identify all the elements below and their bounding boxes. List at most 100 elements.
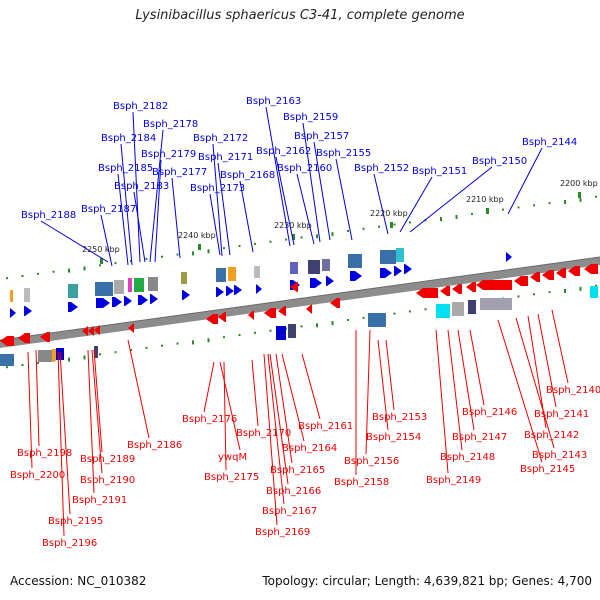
gene-leader-line bbox=[281, 353, 305, 442]
gene-label: Bsph_2175 bbox=[204, 472, 259, 483]
gene-label: Bsph_2159 bbox=[283, 112, 338, 123]
gene-label: Bsph_2190 bbox=[80, 475, 135, 486]
scale-dot bbox=[471, 212, 473, 215]
tick-label: 2210 kbp bbox=[466, 195, 504, 204]
feature-box bbox=[38, 350, 52, 362]
feature-box bbox=[368, 313, 386, 327]
gene-label: Bsph_2141 bbox=[534, 409, 589, 420]
scale-dot bbox=[176, 253, 179, 256]
tick-label: 2240 kbp bbox=[178, 231, 216, 240]
gene-leader-line bbox=[209, 193, 221, 256]
gene-label: Bsph_2152 bbox=[354, 163, 409, 174]
gene-label: Bsph_2160 bbox=[277, 163, 332, 174]
gene-leader-line bbox=[133, 191, 146, 263]
gene-leader-line bbox=[219, 361, 241, 451]
gene-leader-line bbox=[527, 315, 547, 429]
gene-label: Bsph_2157 bbox=[294, 131, 349, 142]
gene-leader-line bbox=[267, 353, 285, 505]
scale-dot bbox=[409, 310, 411, 313]
feature-box bbox=[24, 288, 30, 302]
scale-dot bbox=[347, 318, 349, 321]
gene-leader-line bbox=[132, 111, 141, 263]
gene-label: Bsph_2172 bbox=[193, 133, 248, 144]
gene-leader-line bbox=[409, 166, 493, 233]
gene-leader-line bbox=[212, 143, 223, 257]
scale-dot bbox=[6, 366, 8, 369]
reverse-gene-arrow bbox=[218, 312, 226, 322]
forward-gene-arrow bbox=[124, 296, 132, 306]
tick-mark bbox=[578, 192, 581, 198]
gene-leader-line bbox=[447, 329, 463, 451]
reverse-gene-arrow bbox=[514, 276, 528, 286]
reverse-gene-arrow bbox=[290, 282, 298, 292]
feature-box bbox=[276, 326, 286, 340]
gene-leader-line bbox=[537, 313, 557, 408]
reverse-gene-arrow bbox=[18, 333, 30, 343]
gene-leader-line bbox=[497, 319, 543, 463]
reverse-gene-labels: Bsph_2198 Bsph_2200 Bsph_2189 Bsph_2190 Bsph… bbox=[10, 309, 600, 549]
gene-label: Bsph_2179 bbox=[141, 149, 196, 160]
gene-label: Bsph_2153 bbox=[372, 412, 427, 423]
forward-gene-arrow bbox=[256, 284, 262, 294]
scale-dot bbox=[161, 344, 163, 347]
scale-dot bbox=[254, 242, 256, 245]
gene-leader-line bbox=[91, 349, 103, 474]
scale-dot bbox=[37, 361, 39, 364]
forward-gene-arrow bbox=[350, 271, 362, 281]
scale-dot bbox=[347, 229, 349, 232]
forward-gene-arrow bbox=[182, 290, 190, 300]
gene-leader-line bbox=[117, 173, 129, 266]
feature-box bbox=[308, 260, 320, 274]
gene-leader-line bbox=[313, 141, 331, 241]
feature-box bbox=[228, 267, 236, 281]
scale-dot bbox=[564, 288, 566, 293]
scale-dot bbox=[424, 308, 427, 311]
scale-dot bbox=[21, 364, 24, 367]
gene-label: Bsph_2185 bbox=[98, 163, 153, 174]
reverse-gene-arrow bbox=[568, 266, 580, 276]
gene-leader-line bbox=[296, 173, 315, 245]
gene-leader-line bbox=[239, 180, 254, 253]
scale-dot bbox=[331, 232, 334, 237]
scale-dot bbox=[579, 286, 582, 291]
gene-label: Bsph_2196 bbox=[42, 538, 97, 549]
gene-leader-line bbox=[57, 351, 65, 537]
feature-box bbox=[468, 300, 476, 314]
gene-label: Bsph_2150 bbox=[472, 156, 527, 167]
feature-box bbox=[396, 248, 404, 262]
gene-leader-line bbox=[223, 361, 227, 471]
feature-box bbox=[452, 302, 464, 316]
gene-label: Bsph_2177 bbox=[152, 167, 207, 178]
forward-gene-arrow bbox=[506, 252, 512, 262]
feature-box bbox=[181, 272, 187, 284]
scale-dot bbox=[440, 217, 442, 222]
feature-box bbox=[94, 346, 98, 358]
reverse-gene-arrow bbox=[530, 272, 540, 282]
gene-leader-line bbox=[551, 309, 569, 384]
feature-box bbox=[216, 268, 226, 282]
forward-gene-arrow bbox=[310, 278, 322, 288]
reverse-gene-arrow bbox=[128, 323, 134, 333]
feature-box bbox=[52, 349, 56, 361]
gene-leader-line bbox=[275, 353, 293, 464]
gene-leader-line bbox=[507, 147, 543, 215]
gene-label: Bsph_2171 bbox=[198, 152, 253, 163]
gene-label: Bsph_2189 bbox=[80, 454, 135, 465]
genome-title: Lysinibacillus sphaericus C3-41, complet… bbox=[135, 8, 465, 23]
scale-dot bbox=[207, 249, 210, 254]
reverse-gene-arrow bbox=[94, 325, 100, 335]
scale-dot bbox=[238, 245, 241, 248]
feature-box bbox=[68, 284, 78, 298]
scale-dot bbox=[161, 255, 163, 258]
gene-label: Bsph_2188 bbox=[21, 210, 76, 221]
reverse-gene-arrow bbox=[40, 332, 50, 342]
tick-label: 2220 kbp bbox=[370, 209, 408, 218]
gene-leader-line bbox=[275, 156, 295, 246]
scale-dot bbox=[564, 199, 566, 204]
gene-leader-line bbox=[251, 359, 259, 427]
tick-mark bbox=[100, 258, 103, 264]
gene-leader-line bbox=[515, 317, 555, 449]
reverse-gene-arrow bbox=[584, 264, 598, 274]
gene-leader-line bbox=[203, 361, 215, 413]
feature-box bbox=[380, 250, 396, 264]
